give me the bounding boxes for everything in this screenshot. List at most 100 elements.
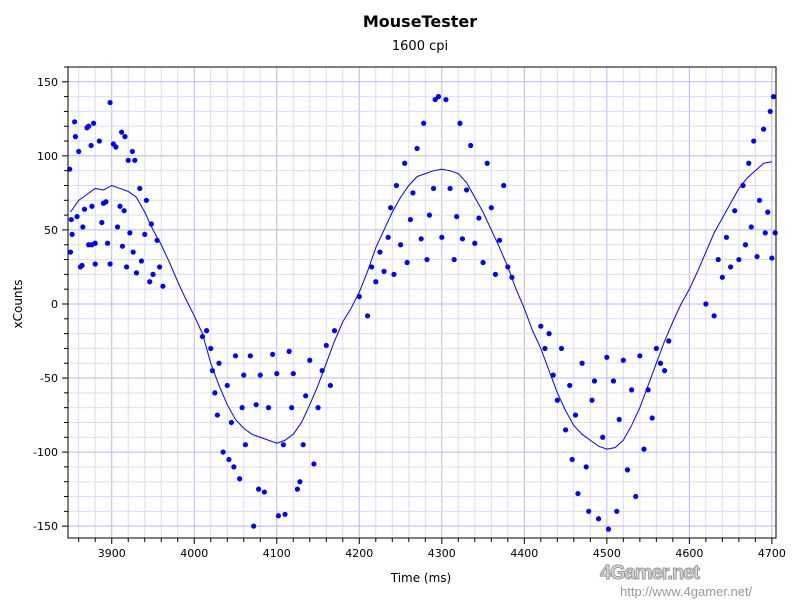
data-point [496, 237, 503, 243]
data-point [586, 508, 592, 514]
data-point [247, 353, 253, 359]
data-point [132, 157, 138, 163]
data-point [538, 323, 544, 329]
data-point [216, 360, 222, 366]
data-point [127, 230, 133, 236]
data-point [81, 206, 88, 212]
y-tick-label: -150 [33, 520, 58, 533]
y-tick-label: 150 [37, 76, 58, 89]
data-point [736, 256, 742, 263]
chart-subtitle: 1600 cpi [392, 39, 448, 54]
data-point [472, 240, 478, 246]
data-point [748, 224, 754, 230]
data-point [99, 219, 105, 226]
data-point [569, 456, 575, 463]
data-point [454, 213, 460, 220]
data-point [628, 387, 635, 393]
data-point [105, 240, 111, 246]
data-point [657, 360, 664, 366]
data-point [509, 274, 515, 280]
x-tick-label: 3900 [98, 547, 126, 560]
y-tick-label: 0 [51, 298, 58, 311]
data-point [133, 270, 140, 276]
data-point [76, 148, 82, 155]
data-point [280, 442, 286, 448]
data-point [67, 249, 74, 255]
chart-title: MouseTester [363, 12, 477, 31]
data-point [703, 301, 709, 307]
data-point [558, 345, 565, 352]
data-point [86, 123, 92, 129]
data-point [414, 145, 420, 152]
data-point [620, 357, 626, 363]
data-point [323, 342, 329, 349]
data-point [662, 368, 668, 374]
data-point [451, 256, 457, 263]
data-point [468, 142, 474, 149]
data-point [742, 242, 749, 248]
x-tick-label: 4600 [675, 547, 703, 560]
data-point [439, 234, 445, 240]
data-point [289, 405, 295, 411]
watermark-url: http://www.4gamer.net/ [620, 584, 753, 599]
data-point [119, 129, 125, 135]
data-point [410, 190, 416, 196]
data-point [209, 368, 216, 374]
data-point [424, 256, 430, 263]
x-tick-label: 4500 [593, 547, 621, 560]
data-point [550, 372, 556, 378]
data-point [315, 405, 321, 411]
data-point [604, 354, 610, 360]
data-point [402, 160, 408, 166]
data-point [435, 94, 442, 100]
data-point [393, 182, 400, 189]
data-point [666, 338, 672, 344]
data-point [150, 271, 156, 277]
data-point [137, 185, 143, 192]
data-point [148, 221, 154, 227]
data-point [199, 333, 206, 340]
data-point [119, 243, 126, 249]
data-point [762, 230, 768, 236]
data-point [377, 249, 383, 255]
data-point [257, 372, 263, 378]
data-point [432, 96, 438, 103]
data-point [404, 259, 410, 266]
data-point [237, 476, 243, 482]
data-point [208, 345, 214, 352]
data-point [492, 271, 499, 277]
data-point [711, 313, 717, 319]
data-point [228, 419, 234, 426]
data-point [443, 96, 449, 103]
data-point [397, 242, 404, 248]
data-point [388, 205, 394, 211]
data-point [282, 511, 288, 517]
data-point [501, 182, 507, 189]
data-point [728, 264, 734, 270]
data-point [373, 279, 379, 285]
data-point [772, 230, 778, 236]
data-point [723, 234, 730, 240]
data-point [579, 360, 585, 366]
data-point [74, 213, 80, 220]
data-point [770, 94, 777, 100]
data-point [121, 208, 127, 214]
data-point [637, 353, 643, 359]
data-point [88, 142, 94, 149]
data-point [138, 258, 145, 264]
data-point [214, 412, 220, 418]
data-point [261, 489, 267, 495]
data-point [107, 99, 113, 106]
data-point [600, 434, 606, 440]
data-point [616, 416, 622, 423]
x-tick-label: 4100 [263, 547, 291, 560]
data-point [765, 209, 771, 215]
y-tick-label: -100 [33, 446, 58, 459]
data-point [122, 134, 128, 140]
data-point [160, 283, 166, 289]
y-tick-label: 50 [44, 224, 58, 237]
data-point [241, 372, 247, 378]
data-point [740, 182, 746, 189]
